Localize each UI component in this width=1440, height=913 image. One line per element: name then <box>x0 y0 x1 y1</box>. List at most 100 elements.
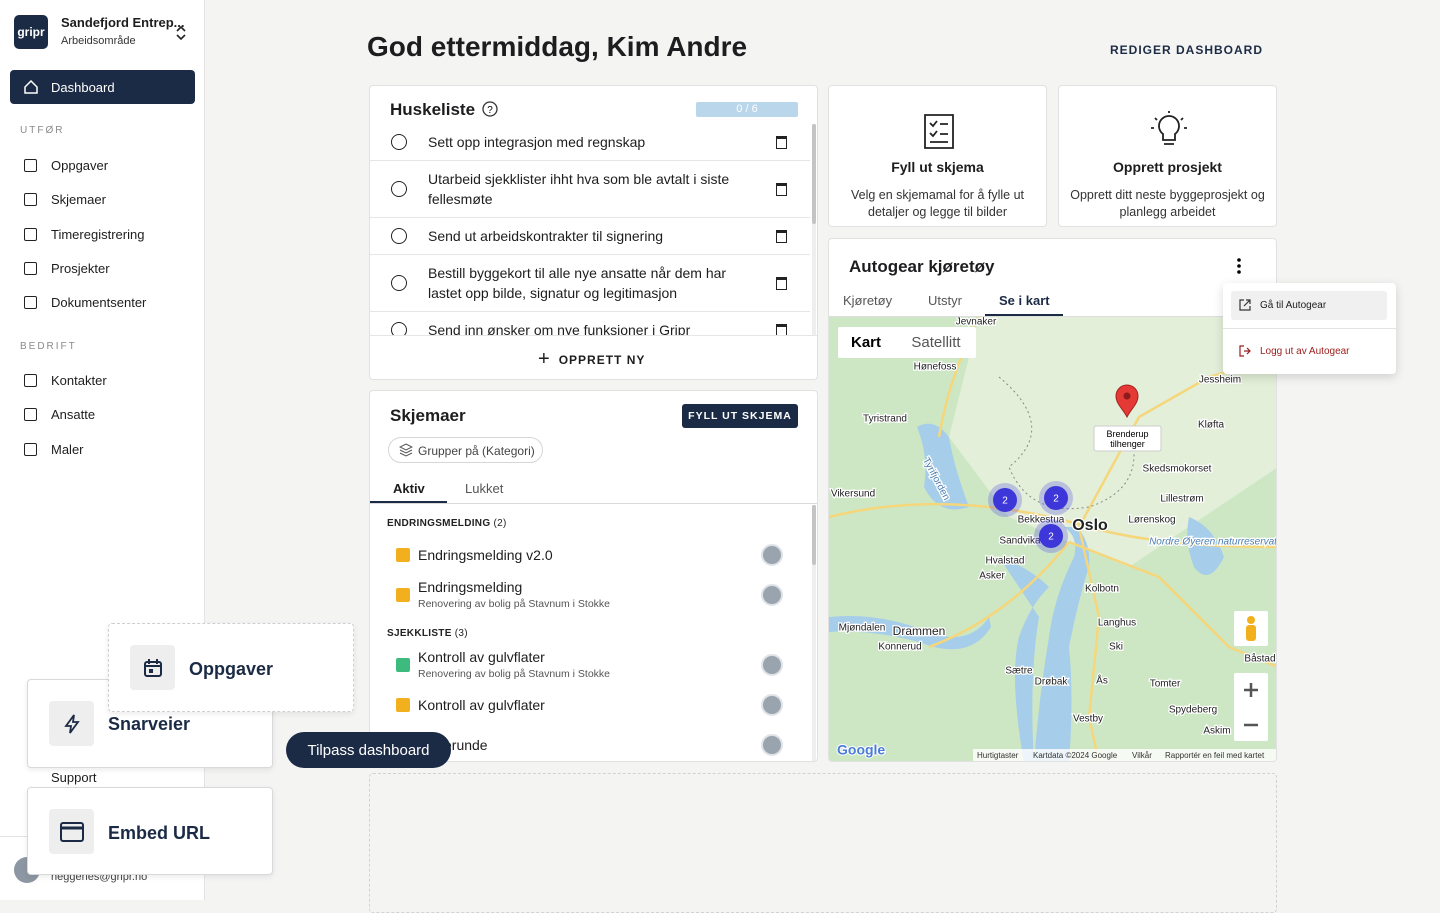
nav-item[interactable]: Kontakter <box>51 373 107 388</box>
checklist-item[interactable]: Bestill byggekort til alle nye ansatte n… <box>370 255 810 312</box>
element <box>399 443 413 457</box>
menu-item[interactable]: Logg ut av Autogear <box>1260 346 1350 357</box>
water <box>829 616 991 650</box>
road <box>928 541 1070 649</box>
delete-icon[interactable] <box>776 135 787 149</box>
map-type[interactable]: Kart <box>851 334 881 351</box>
avatar <box>761 584 783 606</box>
road <box>1077 526 1101 761</box>
forms-list: ENDRINGSMELDING (2) Endringsmelding v2.0 E… <box>370 505 810 761</box>
place-label: Langhus <box>1098 618 1136 629</box>
workspace: Arbeidsområde <box>61 35 136 47</box>
attribution[interactable]: Kartdata ©2024 Google <box>1033 751 1118 760</box>
shortcut-card[interactable]: Opprett prosjekt Opprett ditt neste bygge… <box>1058 85 1277 227</box>
form-item[interactable]: Endringsmelding v2.0 <box>370 535 810 575</box>
nav-item[interactable]: Oppgaver <box>51 158 109 173</box>
nav-item[interactable]: Timeregistrering <box>51 226 145 242</box>
delete-icon[interactable] <box>776 276 787 290</box>
nav-item[interactable]: Ansatte <box>51 407 96 423</box>
element <box>1239 345 1251 357</box>
nav-item[interactable]: Dokumentsenter <box>51 295 147 311</box>
form-icon <box>924 114 954 149</box>
tab[interactable]: Kjøretøy <box>843 293 893 308</box>
group-name: SJEKKLISTE <box>387 628 452 639</box>
map-type[interactable]: Satellitt <box>911 334 961 351</box>
delete-icon[interactable] <box>776 182 787 196</box>
place-label: Båstad <box>1244 653 1275 665</box>
bolt-icon <box>63 713 80 734</box>
marker-label-line: tilhenger <box>1110 439 1145 449</box>
group-header: ENDRINGSMELDING (2) <box>370 505 810 535</box>
checklist-item[interactable]: Sett opp integrasjon med regnskap <box>370 124 810 161</box>
map-type-control <box>838 327 976 358</box>
create-new[interactable]: + OPPRETT NY <box>538 348 645 371</box>
logo[interactable]: gripr <box>14 15 48 49</box>
form-item[interactable]: Kontroll av gulvflater Renovering av boli… <box>370 645 810 685</box>
place-label: Mjøndalen <box>839 623 886 634</box>
group-chip[interactable]: Grupper på (Kategori) <box>388 437 543 463</box>
check-icon[interactable] <box>391 322 407 335</box>
form-item[interactable]: Kontroll av gulvflater <box>370 685 810 725</box>
nav-active[interactable]: Dashboard <box>10 70 195 104</box>
divider <box>1223 328 1396 329</box>
shortcut-card[interactable]: Fyll ut skjema Velg en skjemamal for å fy… <box>828 85 1047 227</box>
check-icon[interactable] <box>391 228 407 244</box>
fill-form-button[interactable]: FYLL UT SKJEMA <box>682 404 798 428</box>
form-title: Kontroll av gulvflater <box>418 697 545 713</box>
nav-icon <box>24 408 37 422</box>
org-name[interactable]: Sandefjord Entrep... <box>61 15 185 30</box>
card-title: Fyll ut skjema <box>891 159 984 175</box>
menu-item[interactable]: Gå til Autogear <box>1260 300 1327 311</box>
cluster[interactable] <box>1039 524 1063 548</box>
section-title: BEDRIFT <box>20 341 77 352</box>
element <box>148 668 153 673</box>
edit-dashboard[interactable]: REDIGER DASHBOARD <box>1109 43 1263 57</box>
delete-icon[interactable] <box>776 323 787 335</box>
cluster[interactable] <box>993 488 1017 512</box>
nav-item[interactable]: Skjemaer <box>51 192 106 208</box>
tab[interactable]: Aktiv <box>393 481 425 496</box>
checklist-item[interactable]: Send inn ønsker om nye funksjoner i Grip… <box>370 312 810 335</box>
support[interactable]: Support <box>51 770 97 785</box>
checklist-item[interactable]: Send ut arbeidskontrakter til signering <box>370 218 810 255</box>
place-label: Asker <box>979 571 1005 582</box>
help-icon[interactable]: ? <box>482 101 498 117</box>
attribution[interactable]: Hurtigtaster <box>977 751 1019 760</box>
attribution[interactable]: Vilkår <box>1132 751 1152 760</box>
section-title: UTFØR <box>20 125 65 136</box>
layers-icon <box>399 443 413 457</box>
place-label: Tomter <box>1150 679 1181 690</box>
tab[interactable]: Se i kart <box>999 293 1050 308</box>
autogear-menu: Gå til Autogear Logg ut av Autogear <box>1223 283 1396 374</box>
check-icon[interactable] <box>391 275 407 291</box>
kebab-menu[interactable] <box>1235 256 1243 276</box>
attribution[interactable]: Rapportér en feil med kartet <box>1165 751 1265 760</box>
form-item[interactable]: Endringsmelding Renovering av bolig på St… <box>370 575 810 615</box>
nav-item[interactable]: Prosjekter <box>51 260 110 276</box>
cluster[interactable] <box>1044 486 1068 510</box>
delete-icon[interactable] <box>776 229 787 243</box>
place-label: Drøbak <box>1035 677 1069 688</box>
tooltip: Tilpass dashboard <box>286 732 451 768</box>
tab[interactable]: Utstyr <box>928 293 962 308</box>
element <box>24 80 38 94</box>
widget-embed[interactable]: Embed URL <box>27 787 273 875</box>
switch-icon[interactable] <box>175 25 187 41</box>
element <box>1237 264 1241 268</box>
reserve-label: Nordre Øyeren naturreservat <box>1149 537 1277 548</box>
marker-pin[interactable] <box>1115 384 1139 419</box>
map[interactable]: Jevnaker Hønefoss Tyristrand Vikersund Bekke… <box>829 317 1277 762</box>
tab[interactable]: Lukket <box>465 481 504 496</box>
element: ? <box>487 105 493 116</box>
scrollbar <box>812 505 816 761</box>
nav-item[interactable]: Maler <box>51 441 84 457</box>
check-icon[interactable] <box>391 181 407 197</box>
forms-card: Skjemaer FYLL UT SKJEMA Grupper på (Kate… <box>369 390 818 762</box>
calendar-icon <box>143 658 162 677</box>
checklist-item[interactable]: Utarbeid sjekklister ihht hva som ble av… <box>370 161 810 218</box>
check-icon[interactable] <box>391 134 407 150</box>
zoom-in[interactable] <box>1244 683 1258 697</box>
widget-oppgaver[interactable]: Oppgaver <box>108 623 354 712</box>
form-text: Endringsmelding v2.0 <box>418 546 553 564</box>
forms-tabs: Aktiv Lukket <box>370 479 817 504</box>
